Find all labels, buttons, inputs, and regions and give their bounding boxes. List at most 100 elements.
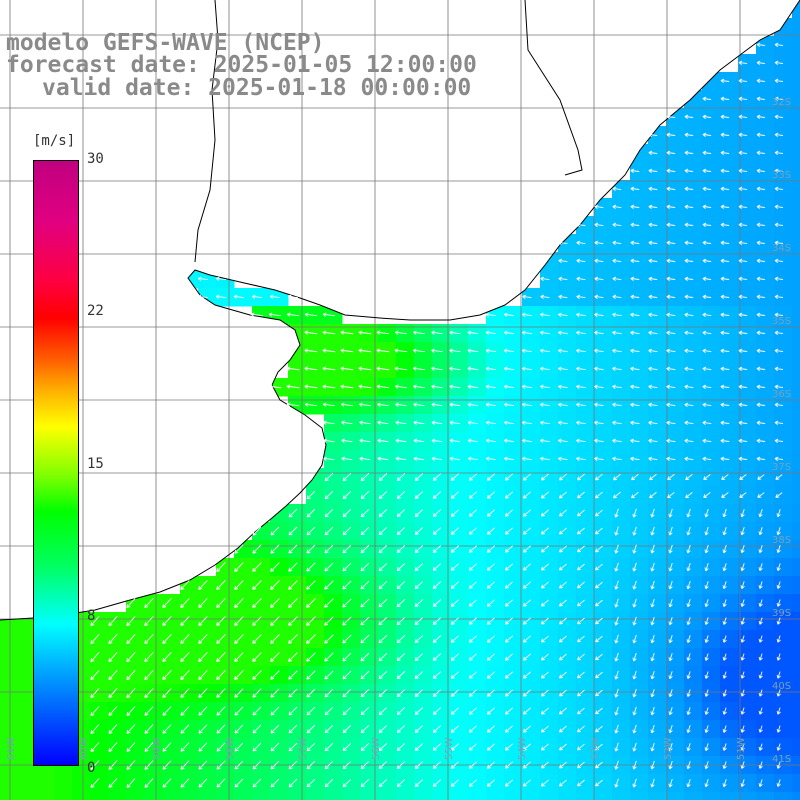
wind-arrow bbox=[522, 599, 531, 607]
wind-arrow bbox=[704, 526, 709, 536]
wind-arrow bbox=[740, 707, 745, 715]
wind-speed-cell bbox=[756, 126, 775, 145]
wind-arrow bbox=[720, 366, 730, 371]
wind-arrow bbox=[720, 258, 730, 264]
wind-speed-cell bbox=[774, 198, 793, 217]
wind-speed-cell bbox=[522, 486, 541, 505]
wind-speed-cell bbox=[324, 522, 343, 541]
wind-speed-cell bbox=[684, 558, 703, 577]
wind-speed-cell bbox=[774, 324, 793, 343]
wind-arrow bbox=[450, 725, 460, 733]
wind-arrow bbox=[504, 491, 513, 499]
wind-arrow bbox=[595, 725, 603, 733]
wind-speed-cell bbox=[594, 540, 613, 559]
wind-speed-cell bbox=[792, 468, 800, 487]
wind-arrow bbox=[612, 366, 622, 371]
wind-arrow bbox=[576, 294, 586, 299]
wind-speed-cell bbox=[0, 648, 19, 667]
wind-arrow bbox=[504, 473, 513, 481]
wind-arrow bbox=[432, 671, 442, 679]
wind-speed-cell bbox=[504, 504, 523, 523]
wind-arrow bbox=[270, 778, 280, 788]
wind-arrow bbox=[486, 707, 495, 715]
wind-arrow bbox=[577, 527, 585, 535]
wind-speed-cell bbox=[666, 594, 685, 613]
wind-arrow bbox=[774, 276, 784, 282]
wind-speed-cell bbox=[270, 630, 289, 649]
wind-speed-cell bbox=[414, 648, 433, 667]
wind-speed-cell bbox=[450, 720, 469, 739]
wind-arrow bbox=[450, 617, 460, 625]
latitude-label: 34S bbox=[772, 243, 791, 254]
wind-speed-cell bbox=[738, 198, 757, 217]
wind-arrow bbox=[360, 778, 370, 788]
wind-arrow bbox=[558, 545, 567, 553]
wind-speed-cell bbox=[450, 468, 469, 487]
wind-arrow bbox=[666, 204, 676, 210]
wind-arrow bbox=[540, 599, 549, 607]
wind-arrow bbox=[432, 707, 442, 715]
wind-arrow bbox=[252, 616, 262, 626]
wind-arrow bbox=[632, 526, 637, 536]
wind-arrow bbox=[126, 652, 136, 663]
wind-speed-cell bbox=[360, 486, 379, 505]
wind-speed-cell bbox=[468, 684, 487, 703]
wind-arrow bbox=[270, 652, 280, 662]
wind-speed-cell bbox=[126, 612, 145, 631]
wind-arrow bbox=[686, 599, 691, 608]
wind-speed-cell bbox=[486, 558, 505, 577]
wind-speed-cell bbox=[702, 630, 721, 649]
wind-speed-cell bbox=[702, 486, 721, 505]
wind-speed-cell bbox=[594, 576, 613, 595]
wind-arrow bbox=[632, 544, 637, 554]
wind-arrow bbox=[449, 384, 461, 389]
wind-arrow bbox=[722, 707, 727, 715]
wind-arrow bbox=[108, 616, 118, 627]
wind-speed-cell bbox=[342, 666, 361, 685]
wind-arrow bbox=[504, 545, 513, 553]
wind-speed-cell bbox=[558, 558, 577, 577]
wind-arrow bbox=[738, 114, 748, 120]
wind-speed-cell bbox=[108, 684, 127, 703]
wind-speed-cell bbox=[144, 738, 163, 757]
wind-speed-cell bbox=[666, 270, 685, 289]
wind-arrow bbox=[521, 312, 532, 317]
wind-speed-cell bbox=[360, 540, 379, 559]
wind-arrow bbox=[758, 545, 763, 554]
wind-arrow bbox=[756, 240, 766, 246]
wind-arrow bbox=[667, 473, 675, 481]
wind-arrow bbox=[612, 402, 622, 407]
wind-speed-cell bbox=[702, 774, 721, 793]
wind-arrow bbox=[360, 490, 370, 500]
wind-arrow bbox=[268, 384, 282, 389]
wind-arrow bbox=[720, 294, 730, 300]
wind-speed-cell bbox=[774, 540, 793, 559]
wind-speed-cell bbox=[756, 774, 775, 793]
wind-speed-cell bbox=[792, 306, 800, 325]
wind-arrow bbox=[684, 366, 694, 371]
wind-speed-cell bbox=[774, 594, 793, 613]
wind-arrow bbox=[539, 456, 550, 461]
wind-speed-cell bbox=[522, 612, 541, 631]
wind-arrow bbox=[595, 761, 603, 769]
wind-arrow bbox=[720, 114, 730, 120]
wind-arrow bbox=[594, 276, 604, 281]
wind-speed-cell bbox=[630, 648, 649, 667]
wind-arrow bbox=[394, 348, 408, 353]
wind-speed-cell bbox=[792, 54, 800, 73]
wind-speed-cell bbox=[666, 522, 685, 541]
wind-speed-cell bbox=[774, 522, 793, 541]
wind-speed-cell bbox=[486, 594, 505, 613]
wind-arrow bbox=[342, 562, 352, 572]
wind-speed-cell bbox=[720, 180, 739, 199]
wind-arrow bbox=[521, 420, 532, 425]
wind-arrow bbox=[340, 330, 354, 335]
wind-arrow bbox=[756, 420, 766, 426]
wind-speed-cell bbox=[90, 612, 109, 631]
wind-arrow bbox=[468, 599, 478, 607]
wind-speed-cell bbox=[720, 594, 739, 613]
wind-arrow bbox=[467, 366, 479, 371]
wind-arrow bbox=[522, 527, 531, 535]
wind-speed-cell bbox=[540, 720, 559, 739]
coastline bbox=[0, 0, 800, 621]
